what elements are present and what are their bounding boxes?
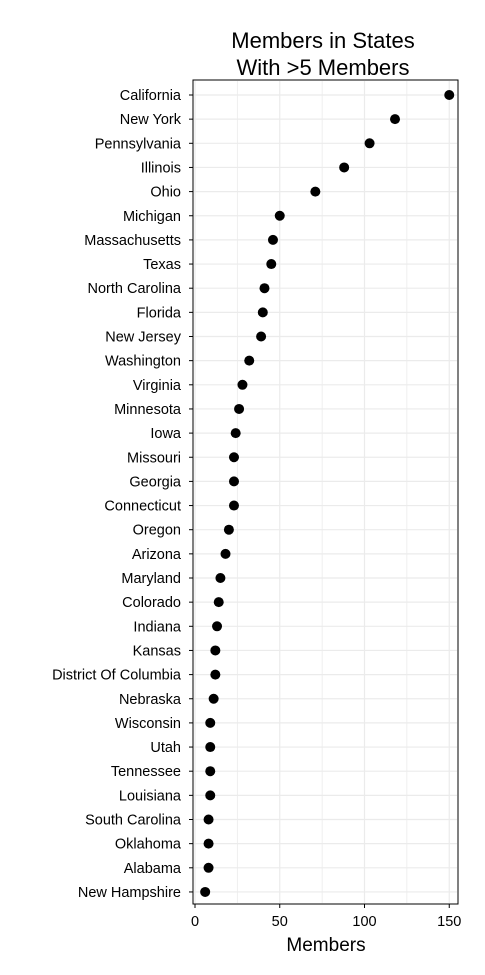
point-arizona	[220, 548, 231, 559]
point-missouri	[228, 452, 239, 463]
point-ohio	[310, 186, 321, 197]
y-tick-label-illinois: Illinois	[141, 160, 181, 176]
point-kansas	[210, 645, 221, 656]
y-tick-label-north-carolina: North Carolina	[88, 281, 182, 297]
y-tick-label-oklahoma: Oklahoma	[115, 837, 182, 853]
y-tick-label-indiana: Indiana	[133, 619, 182, 635]
point-indiana	[212, 621, 223, 632]
point-washington	[244, 355, 255, 366]
y-tick-label-new-jersey: New Jersey	[105, 330, 181, 346]
y-tick-label-georgia: Georgia	[129, 474, 182, 490]
point-colorado	[213, 597, 224, 608]
point-virginia	[237, 379, 248, 390]
chart-title-line-2: With >5 Members	[237, 55, 410, 80]
point-oklahoma	[203, 838, 214, 849]
point-georgia	[228, 476, 239, 487]
point-wisconsin	[205, 717, 216, 728]
point-pennsylvania	[364, 138, 375, 149]
y-tick-label-missouri: Missouri	[127, 450, 181, 466]
point-new-hampshire	[200, 886, 211, 897]
y-tick-label-arizona: Arizona	[132, 547, 182, 563]
point-new-jersey	[256, 331, 267, 342]
y-tick-label-minnesota: Minnesota	[114, 402, 182, 418]
point-alabama	[203, 862, 214, 873]
point-tennessee	[205, 766, 216, 777]
y-tick-label-virginia: Virginia	[133, 378, 182, 394]
x-axis-layer: 0 50 100 150	[191, 904, 461, 930]
point-texas	[266, 259, 277, 270]
y-tick-label-texas: Texas	[143, 257, 181, 273]
x-tick-label-150: 150	[437, 914, 461, 930]
y-tick-label-massachusetts: Massachusetts	[84, 233, 181, 249]
point-connecticut	[228, 500, 239, 511]
point-maryland	[215, 573, 226, 583]
points-layer	[200, 90, 455, 897]
y-tick-label-kansas: Kansas	[133, 643, 181, 659]
grid-layer	[194, 81, 457, 903]
point-utah	[205, 742, 216, 753]
y-tick-label-connecticut: Connecticut	[104, 499, 181, 515]
y-tick-label-utah: Utah	[150, 740, 181, 756]
y-tick-label-ohio: Ohio	[150, 185, 181, 201]
point-massachusetts	[267, 234, 278, 245]
chart-title-line-1: Members in States	[231, 28, 414, 53]
point-south-carolina	[203, 814, 214, 825]
y-tick-label-michigan: Michigan	[123, 209, 181, 225]
y-tick-label-tennessee: Tennessee	[111, 764, 181, 780]
x-tick-label-50: 50	[272, 914, 288, 930]
point-oregon	[223, 524, 234, 535]
y-tick-label-oregon: Oregon	[133, 523, 181, 539]
x-tick-label-0: 0	[191, 914, 199, 930]
point-california	[444, 90, 455, 100]
y-tick-label-south-carolina: South Carolina	[85, 813, 182, 829]
y-tick-label-alabama: Alabama	[124, 861, 182, 877]
y-tick-label-wisconsin: Wisconsin	[115, 716, 181, 732]
x-tick-label-100: 100	[352, 914, 376, 930]
point-minnesota	[234, 403, 245, 414]
point-florida	[257, 307, 268, 318]
point-district-of-columbia	[210, 669, 221, 680]
point-north-carolina	[259, 283, 270, 294]
y-axis-layer: California New York Pennsylvania Illinois Oh…	[52, 88, 193, 901]
point-louisiana	[205, 790, 216, 801]
y-tick-label-maryland: Maryland	[121, 571, 181, 587]
y-tick-label-iowa: Iowa	[150, 426, 182, 442]
y-tick-label-colorado: Colorado	[122, 595, 181, 611]
y-tick-label-pennsylvania: Pennsylvania	[95, 136, 182, 152]
plot-panel	[192, 79, 459, 905]
y-tick-label-washington: Washington	[105, 354, 181, 370]
point-nebraska	[208, 693, 219, 704]
x-axis-title: Members	[286, 935, 365, 956]
y-tick-label-california: California	[120, 88, 182, 104]
point-illinois	[339, 162, 350, 173]
y-tick-label-florida: Florida	[137, 305, 182, 321]
y-tick-label-louisiana: Louisiana	[119, 788, 182, 804]
point-iowa	[230, 428, 241, 439]
y-tick-label-district-of-columbia: District Of Columbia	[52, 668, 182, 684]
point-michigan	[274, 210, 285, 221]
point-new-york	[390, 114, 401, 125]
y-tick-label-new-york: New York	[120, 112, 182, 128]
y-tick-label-nebraska: Nebraska	[119, 692, 182, 708]
y-tick-label-new-hampshire: New Hampshire	[78, 885, 181, 901]
